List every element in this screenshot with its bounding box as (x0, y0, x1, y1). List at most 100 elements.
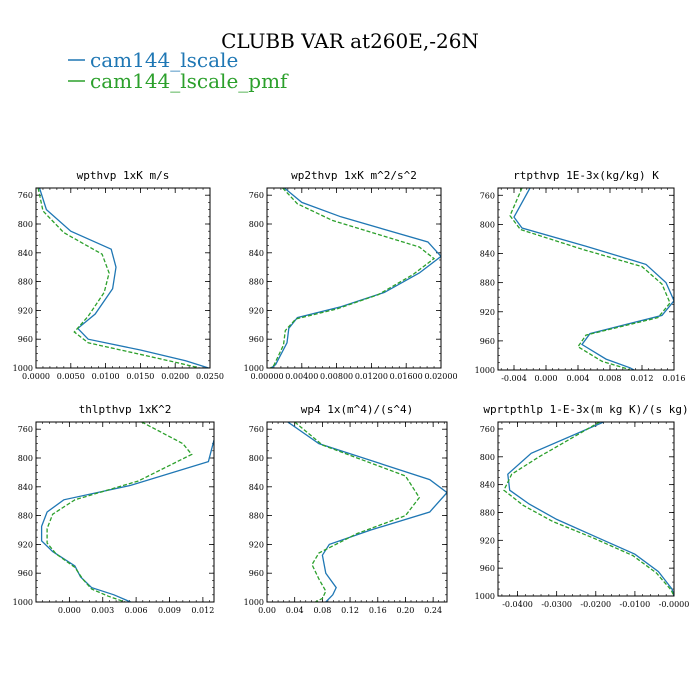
x-tick-label: 0.0150 (126, 372, 154, 381)
x-tick-label: 0.0100 (92, 372, 120, 381)
y-tick-label: 880 (18, 512, 33, 521)
x-tick-label: 0.0050 (57, 372, 85, 381)
x-tick-label: 0.006 (125, 606, 148, 615)
legend-label-lscale: cam144_lscale (90, 48, 238, 72)
plot-frame (35, 187, 211, 369)
y-tick-label: 880 (249, 278, 264, 287)
series-line-lscale (507, 422, 674, 596)
x-tick-label: 0.08 (313, 606, 331, 615)
y-tick-label: 840 (480, 481, 495, 490)
series-line-lscale-pmf (294, 422, 421, 602)
series-line-lscale-pmf (46, 422, 193, 602)
series-line-lscale (270, 188, 441, 368)
x-tick-label: 0.016 (663, 374, 686, 383)
plot-frame (266, 187, 442, 369)
x-tick-label: 0.00 (258, 606, 276, 615)
panel-title: wprtpthlp 1-E-3x(m kg K)/(s kg) (483, 403, 688, 416)
series-line-lscale (513, 188, 674, 370)
y-tick-label: 1000 (13, 598, 33, 607)
panel-3: rtpthvp 1E-3x(kg/kg) K -0.004 0.000 0.004 0.… (475, 169, 686, 383)
panel-5: wp4 1x(m^4)/(s^4) 0.00 0.04 0.08 0.12 0.16 0.2… (244, 403, 448, 615)
x-tick-label: 0.16 (369, 606, 387, 615)
x-tick-label: 0.01600 (390, 372, 423, 381)
panel-title: rtpthvp 1E-3x(kg/kg) K (513, 169, 659, 182)
y-tick-label: 760 (18, 425, 33, 434)
plot-frame (497, 187, 675, 371)
panel-title: thlpthvp 1xK^2 (79, 403, 172, 416)
y-tick-label: 840 (480, 250, 495, 259)
panel-2: wp2thvp 1xK m^2/s^2 0.00000 0.00400 0.00800… (244, 169, 458, 381)
x-tick-label: 0.00000 (250, 372, 283, 381)
x-tick-label: 0.12 (341, 606, 359, 615)
x-tick-label: -0.0400 (502, 600, 533, 609)
y-tick-label: 840 (249, 249, 264, 258)
y-tick-label: 760 (480, 425, 495, 434)
y-tick-label: 840 (18, 483, 33, 492)
y-tick-label: 800 (249, 220, 264, 229)
y-tick-label: 880 (18, 278, 33, 287)
x-tick-label: 0.00400 (285, 372, 318, 381)
series-line-lscale (287, 422, 447, 602)
x-tick-label: 0.0200 (161, 372, 189, 381)
series-line-lscale-pmf (509, 188, 671, 370)
legend-label-lscale-pmf: cam144_lscale_pmf (90, 69, 289, 93)
series-line-lscale-pmf (37, 188, 200, 368)
y-tick-label: 960 (249, 569, 264, 578)
series-line-lscale-pmf (270, 188, 436, 368)
panel-4: thlpthvp 1xK^2 0.000 0.003 0.006 0.009 0.012 7… (13, 403, 215, 615)
y-tick-label: 920 (18, 540, 33, 549)
series-line-lscale-pmf (503, 422, 674, 596)
x-tick-label: 0.24 (424, 606, 442, 615)
y-tick-label: 1000 (475, 592, 495, 601)
x-tick-label: 0.008 (599, 374, 622, 383)
panel-title: wp4 1x(m^4)/(s^4) (301, 403, 414, 416)
x-tick-label: -0.0300 (541, 600, 572, 609)
x-tick-label: 0.04 (286, 606, 304, 615)
x-tick-label: 0.00800 (320, 372, 353, 381)
panel-title: wpthvp 1xK m/s (77, 169, 170, 182)
y-tick-label: 960 (249, 335, 264, 344)
y-tick-label: 880 (480, 279, 495, 288)
plot-frame (35, 421, 215, 603)
series-line-lscale (40, 439, 214, 602)
panel-title: wp2thvp 1xK m^2/s^2 (291, 169, 417, 182)
panel-6: wprtpthlp 1-E-3x(m kg K)/(s kg) -0.0400 -0… (475, 403, 690, 609)
y-tick-label: 920 (480, 536, 495, 545)
y-tick-label: 760 (480, 191, 495, 200)
x-tick-label: 0.012 (191, 606, 214, 615)
x-tick-label: 0.000 (58, 606, 81, 615)
y-tick-label: 760 (249, 191, 264, 200)
x-tick-label: -0.0000 (659, 600, 690, 609)
y-tick-label: 760 (18, 191, 33, 200)
x-tick-label: 0.01200 (355, 372, 388, 381)
y-tick-label: 960 (480, 337, 495, 346)
y-tick-label: 880 (480, 508, 495, 517)
y-tick-label: 800 (480, 453, 495, 462)
panel-grid: wpthvp 1xK m/s 0.0000 0.0050 0.0100 0.0150 0.… (13, 169, 690, 615)
y-tick-label: 800 (480, 220, 495, 229)
series-line-lscale (38, 188, 209, 368)
x-tick-label: 0.009 (158, 606, 181, 615)
x-tick-label: 0.20 (397, 606, 415, 615)
y-tick-label: 920 (480, 308, 495, 317)
figure-title: CLUBB VAR at260E,-26N (221, 29, 479, 53)
y-tick-label: 880 (249, 512, 264, 521)
x-tick-label: 0.000 (535, 374, 558, 383)
x-tick-label: 0.012 (631, 374, 654, 383)
y-tick-label: 800 (18, 454, 33, 463)
x-tick-label: 0.0250 (196, 372, 224, 381)
y-tick-label: 1000 (475, 366, 495, 375)
y-tick-label: 800 (18, 220, 33, 229)
y-tick-label: 840 (249, 483, 264, 492)
y-tick-label: 920 (18, 306, 33, 315)
x-tick-label: -0.0200 (580, 600, 611, 609)
y-tick-label: 760 (249, 425, 264, 434)
x-tick-label: -0.004 (501, 374, 527, 383)
plot-frame (266, 421, 448, 603)
x-tick-label: 0.004 (567, 374, 590, 383)
x-tick-label: -0.0100 (620, 600, 651, 609)
y-tick-label: 1000 (244, 364, 264, 373)
y-tick-label: 920 (249, 306, 264, 315)
x-tick-label: 0.0000 (22, 372, 50, 381)
y-tick-label: 960 (18, 569, 33, 578)
